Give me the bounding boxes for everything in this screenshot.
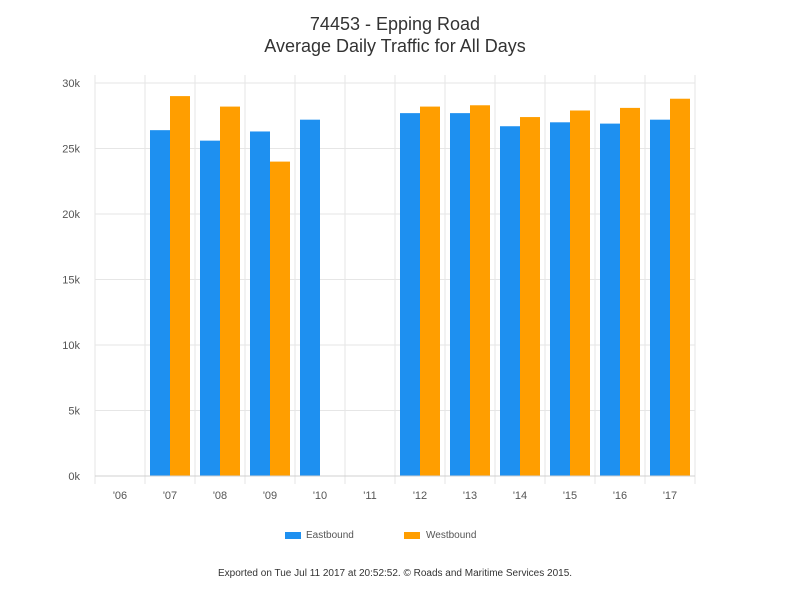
x-tick-label: '15	[563, 490, 577, 502]
x-tick-label: '16	[613, 490, 627, 502]
y-tick-label: 0k	[68, 471, 80, 483]
legend-label-westbound[interactable]: Westbound	[426, 530, 476, 541]
legend-label-eastbound[interactable]: Eastbound	[306, 530, 354, 541]
bar-eastbound-1[interactable]	[150, 130, 170, 476]
bars	[150, 96, 690, 477]
bar-eastbound-8[interactable]	[500, 126, 520, 476]
y-tick-label: 15k	[62, 275, 80, 287]
bar-westbound-6[interactable]	[420, 106, 440, 476]
bar-eastbound-11[interactable]	[650, 119, 670, 477]
chart-title: 74453 - Epping Road	[310, 14, 480, 34]
bar-westbound-1[interactable]	[170, 96, 190, 476]
legend-swatch-westbound	[404, 532, 420, 539]
y-tick-label: 10k	[62, 340, 80, 352]
x-tick-label: '06	[113, 490, 127, 502]
bar-westbound-10[interactable]	[620, 107, 640, 476]
x-axis: '06 '07 '08 '09 '10 '11 '12 '13 '14 '15 '16 '17	[95, 475, 695, 502]
y-axis: 0k 5k 10k 15k 20k 25k 30k	[62, 78, 80, 483]
legend-swatch-eastbound	[285, 532, 301, 539]
chart-subtitle: Average Daily Traffic for All Days	[264, 36, 525, 56]
bar-westbound-11[interactable]	[670, 98, 690, 476]
bar-eastbound-7[interactable]	[450, 113, 470, 476]
bar-westbound-2[interactable]	[220, 106, 240, 476]
x-tick-label: '17	[663, 490, 677, 502]
x-tick-label: '07	[163, 490, 177, 502]
x-tick-label: '14	[513, 490, 527, 502]
x-tick-label: '13	[463, 490, 477, 502]
bar-westbound-7[interactable]	[470, 105, 490, 477]
legend: Eastbound Westbound	[285, 530, 476, 541]
bar-westbound-8[interactable]	[520, 117, 540, 476]
x-tick-label: '09	[263, 490, 277, 502]
x-tick-label: '08	[213, 490, 227, 502]
bar-eastbound-4[interactable]	[300, 119, 320, 477]
x-tick-label: '11	[363, 490, 377, 502]
bar-eastbound-10[interactable]	[600, 123, 620, 477]
x-tick-label: '10	[313, 490, 327, 502]
bar-eastbound-9[interactable]	[550, 122, 570, 477]
y-tick-label: 30k	[62, 78, 80, 90]
bar-eastbound-2[interactable]	[200, 140, 220, 476]
y-tick-label: 5k	[68, 406, 80, 418]
gridlines	[94, 75, 696, 484]
bar-westbound-9[interactable]	[570, 110, 590, 476]
bar-eastbound-3[interactable]	[250, 131, 270, 476]
y-tick-label: 20k	[62, 209, 80, 221]
export-footer: Exported on Tue Jul 11 2017 at 20:52:52.…	[218, 568, 572, 579]
bar-eastbound-6[interactable]	[400, 113, 420, 476]
bar-westbound-3[interactable]	[270, 161, 290, 476]
x-tick-label: '12	[413, 490, 427, 502]
y-tick-label: 25k	[62, 144, 80, 156]
